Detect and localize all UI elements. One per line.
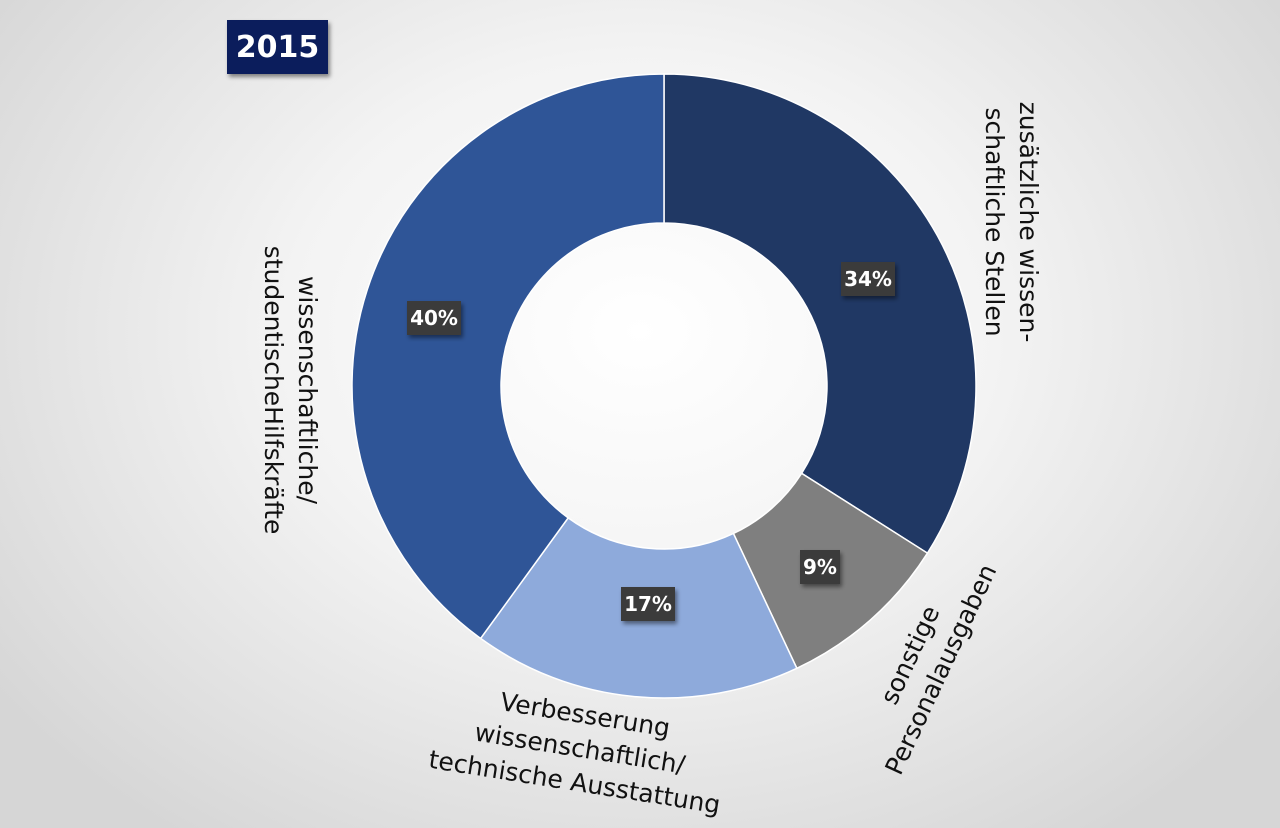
year-badge: 2015 [227, 20, 328, 74]
value-label-text: 17% [624, 592, 672, 616]
value-label-ausstattung: 17% [621, 587, 675, 621]
value-label-box [621, 587, 675, 621]
value-label-box [407, 301, 461, 335]
category-label-hilfskraefte: wissenschaftliche/studentischeHilfskräft… [259, 246, 322, 535]
value-label-hilfskraefte: 40% [407, 301, 461, 335]
value-label-group: 34% 9% 17% 40% [407, 262, 895, 621]
value-label-zusaetzliche-stellen: 34% [841, 262, 895, 296]
category-label-line: zusätzliche wissen- [1014, 102, 1043, 343]
category-label-ausstattung: Verbesserungwissenschaftlich/technische … [427, 687, 723, 819]
category-label-line: schaftliche Stellen [980, 107, 1009, 336]
category-label-line: studentischeHilfskräfte [259, 246, 288, 535]
value-label-text: 34% [844, 267, 892, 291]
category-label-zusaetzliche-stellen: zusätzliche wissen-schaftliche Stellen [980, 102, 1043, 343]
value-label-box [800, 550, 840, 584]
value-label-sonstige-personalausgaben: 9% [800, 550, 840, 584]
category-label-line: wissenschaftliche/ [293, 276, 322, 505]
slice-hilfskraefte [351, 73, 665, 640]
value-label-text: 9% [803, 555, 837, 579]
value-label-box [841, 262, 895, 296]
slice-zusaetzliche-stellen [663, 73, 977, 555]
value-label-text: 40% [410, 306, 458, 330]
